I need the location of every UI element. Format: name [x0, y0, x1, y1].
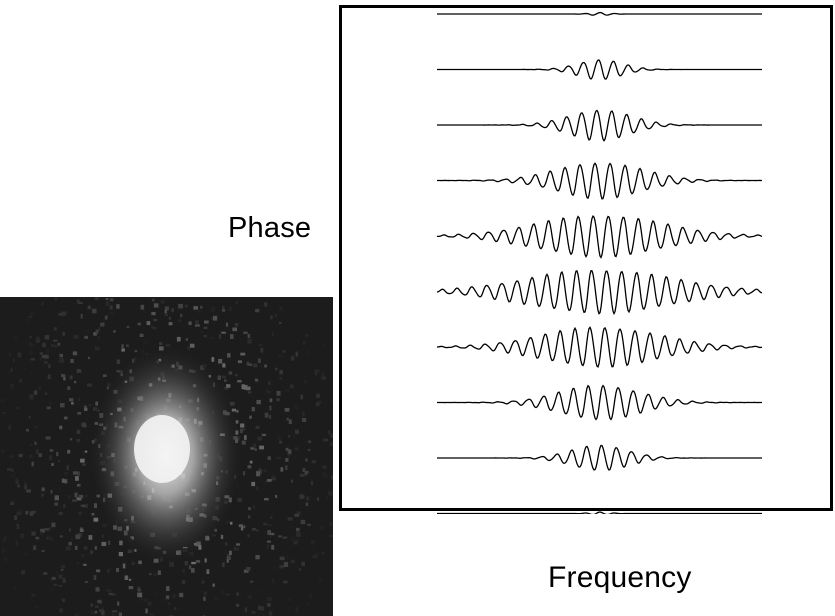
trace-5 [436, 214, 763, 259]
trace-4 [436, 162, 763, 200]
interferogram-traces-panel [339, 5, 833, 514]
speckle-pattern [0, 297, 333, 616]
phase-axis-label: Phase [228, 212, 312, 244]
interferogram-traces [436, 11, 763, 514]
trace-6 [436, 269, 763, 316]
speckle-core [134, 415, 190, 483]
trace-10 [437, 511, 762, 514]
trace-8 [437, 384, 762, 421]
trace-1 [437, 11, 762, 16]
trace-3 [437, 109, 762, 142]
trace-7 [436, 326, 763, 368]
frequency-axis-label: Frequency [548, 561, 692, 594]
trace-2 [437, 59, 762, 80]
trace-9 [437, 444, 762, 471]
speckle-image [0, 297, 333, 616]
